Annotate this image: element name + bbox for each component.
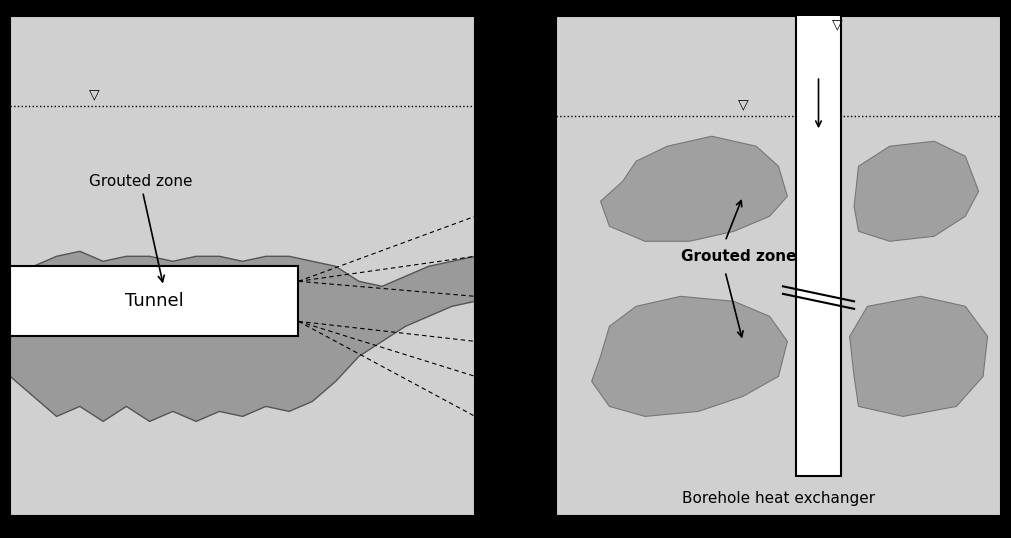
Polygon shape <box>591 296 788 416</box>
Text: Tunnel: Tunnel <box>125 292 184 310</box>
Text: Grouted zone: Grouted zone <box>89 174 192 282</box>
Polygon shape <box>854 141 979 241</box>
Polygon shape <box>849 296 988 416</box>
Text: ▽: ▽ <box>832 17 842 31</box>
Text: Grouted zone: Grouted zone <box>680 249 796 264</box>
Text: Borehole heat exchanger: Borehole heat exchanger <box>681 492 876 506</box>
Bar <box>10 266 298 336</box>
Text: ▽: ▽ <box>738 97 748 111</box>
Text: ▽: ▽ <box>89 87 99 101</box>
Polygon shape <box>10 251 475 421</box>
Polygon shape <box>601 136 788 241</box>
Bar <box>797 0 841 477</box>
